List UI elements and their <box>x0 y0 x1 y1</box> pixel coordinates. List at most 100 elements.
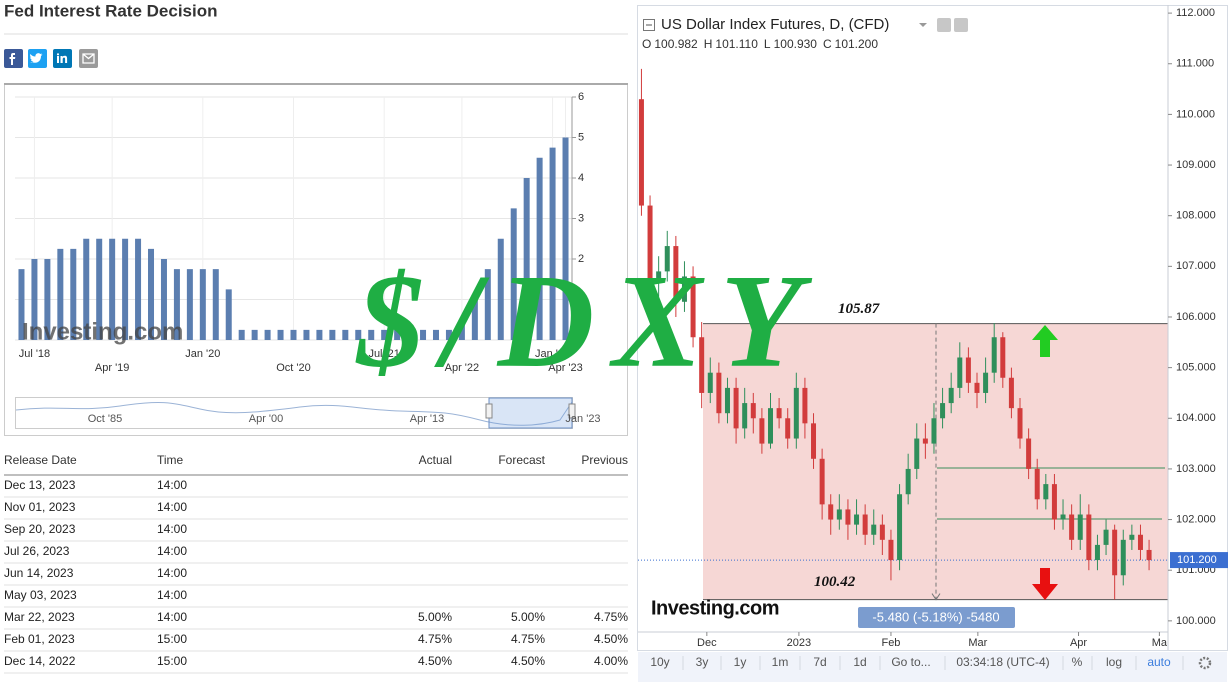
candle-body <box>733 387 739 429</box>
measure-box <box>858 607 1015 628</box>
x-tick-label: Jul '21 <box>368 348 399 360</box>
column-header: Actual <box>419 453 452 467</box>
column-header: Release Date <box>4 453 77 467</box>
candle-body <box>647 205 653 282</box>
candle-body <box>699 337 705 393</box>
candle-body <box>879 524 885 540</box>
bar <box>536 157 543 340</box>
y-tick-label: 6 <box>578 91 584 103</box>
navigator-label: Oct '85 <box>88 413 123 425</box>
toolbar-button[interactable]: auto <box>1147 655 1171 669</box>
candle-body <box>897 494 903 561</box>
navigator-area <box>15 401 573 426</box>
watermark: Investing.com <box>651 597 779 619</box>
candle-body <box>1017 408 1023 439</box>
y-tick-label: 2 <box>578 253 584 265</box>
ohlc-value: 100.930 <box>774 37 818 51</box>
table-cell: May 03, 2023 <box>4 588 77 602</box>
linkedin-icon <box>56 53 68 63</box>
watermark: Investing.com <box>22 318 183 345</box>
y-tick-label: 105.000 <box>1176 362 1216 374</box>
toolbar-button[interactable]: log <box>1106 655 1122 669</box>
candle-body <box>1103 529 1109 545</box>
candle-body <box>1008 377 1014 409</box>
candle-body <box>1086 514 1092 561</box>
x-tick-label: Apr '23 <box>548 362 583 374</box>
candle-body <box>638 99 644 206</box>
bar <box>484 269 491 340</box>
settings-button[interactable] <box>954 18 968 32</box>
bar <box>381 329 388 340</box>
column-header: Previous <box>581 453 628 467</box>
range-bottom-label: 100.42 <box>814 574 856 590</box>
last-price-tag <box>1170 552 1228 569</box>
y-tick-label: 107.000 <box>1176 260 1216 272</box>
bar <box>458 319 465 340</box>
candle-body <box>1000 337 1006 378</box>
toolbar <box>638 652 1227 682</box>
ohlc-value: 101.110 <box>715 37 758 51</box>
bar <box>44 259 51 340</box>
table-cell: 15:00 <box>157 632 187 646</box>
bar <box>303 329 310 340</box>
ohlc-value: 101.200 <box>835 37 879 51</box>
bar <box>420 329 427 340</box>
table-cell: Jun 14, 2023 <box>4 566 74 580</box>
candle-body <box>1094 544 1100 561</box>
table-cell: Dec 13, 2023 <box>4 478 76 492</box>
bar <box>31 259 38 340</box>
y-tick-label: 112.000 <box>1176 7 1215 19</box>
candle-body <box>854 514 860 525</box>
toolbar-button[interactable]: Go to... <box>891 655 930 669</box>
bar <box>549 147 556 340</box>
navigator-handle[interactable] <box>568 403 576 419</box>
toolbar-button[interactable]: 10y <box>650 655 669 669</box>
bar <box>83 238 90 340</box>
measure-arrow <box>931 593 941 601</box>
bar <box>238 329 245 340</box>
toolbar-button[interactable]: 7d <box>813 655 826 669</box>
x-tick-label: Dec <box>697 637 717 649</box>
toolbar-button[interactable]: % <box>1072 655 1083 669</box>
ohlc-key: O <box>642 37 651 51</box>
candle-body <box>724 387 730 414</box>
x-tick-label: Feb <box>881 637 900 649</box>
candle-body <box>1077 514 1083 540</box>
settings-gear[interactable] <box>1198 656 1212 670</box>
toolbar-button[interactable]: 1m <box>772 655 789 669</box>
ohlc-key: L <box>764 37 771 51</box>
column-header: Forecast <box>498 453 545 467</box>
navigator <box>15 397 573 429</box>
bar <box>212 269 219 340</box>
bar <box>342 329 349 340</box>
x-tick-label: Apr <box>1070 637 1087 649</box>
y-tick-label: 110.000 <box>1176 108 1215 120</box>
toolbar-clock: 03:34:18 (UTC-4) <box>956 655 1049 669</box>
toolbar-button[interactable]: 1y <box>734 655 747 669</box>
last-price-label: 101.200 <box>1177 554 1217 566</box>
x-tick-label: Jul '18 <box>19 348 50 360</box>
navigator-handle[interactable] <box>485 403 493 419</box>
table-cell: 5.00% <box>511 610 545 624</box>
bar <box>497 238 504 340</box>
candle-body <box>922 438 928 444</box>
candle-body <box>940 403 946 419</box>
bar <box>173 269 180 340</box>
y-tick-label: 109.000 <box>1176 159 1216 171</box>
candle-body <box>750 403 756 419</box>
table-cell: 4.75% <box>418 632 452 646</box>
measure-label: -5.480 (-5.18%) -5480 <box>872 609 999 624</box>
y-tick-label: 106.000 <box>1176 311 1216 323</box>
visibility-button[interactable] <box>937 18 951 32</box>
candle-body <box>1034 468 1040 500</box>
dropdown-caret <box>919 23 927 27</box>
x-tick-label: Oct '20 <box>276 362 311 374</box>
toolbar-button[interactable]: 3y <box>696 655 709 669</box>
table-cell: 4.75% <box>511 632 545 646</box>
bar <box>445 329 452 340</box>
toolbar-button[interactable]: 1d <box>853 655 866 669</box>
candle-body <box>905 468 911 495</box>
bar <box>523 178 530 340</box>
bar <box>109 238 116 340</box>
